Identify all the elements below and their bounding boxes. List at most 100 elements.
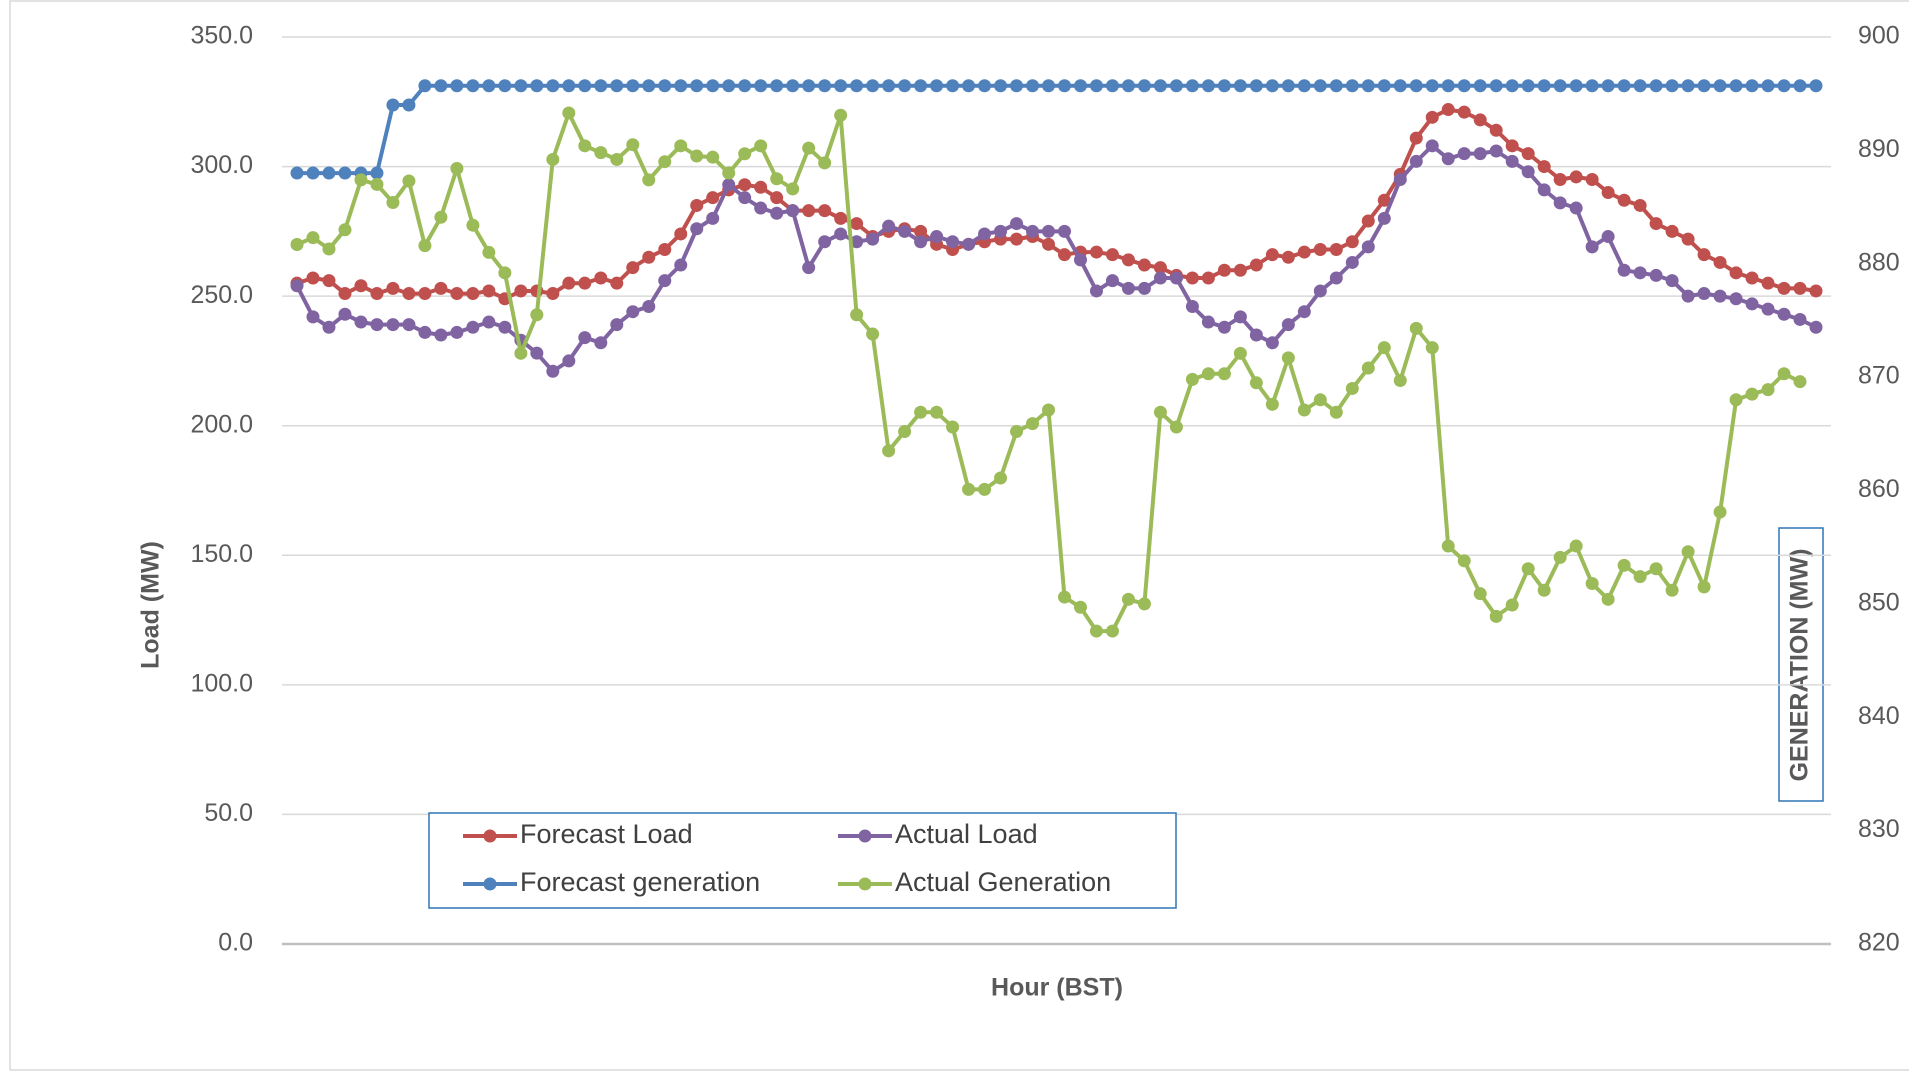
data-point [1633, 266, 1647, 280]
data-point [1026, 224, 1040, 238]
data-point [1185, 300, 1199, 314]
data-point [738, 178, 752, 192]
data-point [946, 235, 960, 249]
data-point [786, 204, 800, 218]
data-point [1713, 255, 1727, 269]
data-point [658, 274, 672, 288]
data-point [1393, 173, 1407, 187]
data-point [1010, 217, 1024, 231]
data-point [770, 206, 784, 220]
data-point [402, 318, 416, 332]
data-point [1585, 240, 1599, 254]
data-point [690, 198, 704, 212]
data-point [1569, 201, 1583, 215]
data-point [434, 328, 448, 342]
data-point [1121, 281, 1135, 295]
data-point [1201, 367, 1215, 381]
data-point [1169, 79, 1183, 93]
legend-label: Actual Load [895, 819, 1038, 849]
data-point [914, 224, 928, 238]
data-point [1185, 271, 1199, 285]
data-point [546, 152, 560, 166]
legend-marker [858, 829, 872, 843]
data-point [1073, 79, 1087, 93]
y2-tick-label: 830 [1858, 815, 1900, 843]
data-point [610, 152, 624, 166]
data-point [1745, 271, 1759, 285]
data-point [1777, 367, 1791, 381]
data-point [898, 79, 912, 93]
data-point [1441, 152, 1455, 166]
data-point [706, 150, 720, 164]
data-point [866, 232, 880, 246]
data-point [642, 250, 656, 264]
data-point [338, 307, 352, 321]
data-point [1441, 539, 1455, 553]
data-point [818, 235, 832, 249]
data-point [610, 79, 624, 93]
data-point [1121, 592, 1135, 606]
data-point [786, 79, 800, 93]
data-point [1521, 562, 1535, 576]
data-point [1441, 79, 1455, 93]
y2-tick-label: 860 [1858, 475, 1900, 503]
data-point [338, 223, 352, 237]
series-line [297, 83, 1816, 176]
data-point [1457, 147, 1471, 161]
data-point [962, 482, 976, 496]
data-point [658, 79, 672, 93]
data-point [1089, 284, 1103, 298]
data-point [1473, 587, 1487, 601]
data-point [802, 261, 816, 275]
data-point [1153, 271, 1167, 285]
data-point [1569, 539, 1583, 553]
y-tick-label: 150.0 [190, 540, 253, 568]
data-point [674, 258, 688, 272]
data-point [1457, 554, 1471, 568]
data-point [450, 325, 464, 339]
data-point [882, 219, 896, 233]
data-point [530, 308, 544, 322]
data-point [610, 276, 624, 290]
x-axis-title: Hour (BST) [991, 974, 1123, 1002]
data-point [706, 191, 720, 205]
data-point [418, 239, 432, 253]
data-point [802, 141, 816, 155]
data-point [1681, 232, 1695, 246]
legend-marker [858, 877, 872, 891]
data-point [1649, 562, 1663, 576]
data-point [898, 425, 912, 439]
data-point [386, 98, 400, 112]
data-point [1233, 310, 1247, 324]
data-point [1169, 420, 1183, 434]
data-point [690, 222, 704, 236]
data-point [1153, 405, 1167, 419]
data-point [354, 315, 368, 329]
data-point [1569, 79, 1583, 93]
data-point [1217, 263, 1231, 277]
data-point [1681, 289, 1695, 303]
y-tick-label: 0.0 [218, 929, 253, 957]
data-point [834, 79, 848, 93]
data-point [1010, 79, 1024, 93]
data-point [1761, 383, 1775, 397]
data-point [1777, 281, 1791, 295]
data-point [674, 227, 688, 241]
data-point [1537, 583, 1551, 597]
data-point [466, 218, 480, 232]
data-point [450, 287, 464, 301]
data-point [1089, 624, 1103, 638]
data-point [1633, 79, 1647, 93]
data-point [1457, 105, 1471, 119]
data-point [1697, 248, 1711, 262]
data-point [1617, 193, 1631, 207]
data-point [306, 231, 320, 245]
data-point [722, 79, 736, 93]
data-point [1026, 79, 1040, 93]
data-point [1281, 351, 1295, 365]
data-point [306, 271, 320, 285]
data-point [1425, 110, 1439, 124]
data-point [1729, 79, 1743, 93]
data-point [1217, 79, 1231, 93]
data-point [1777, 79, 1791, 93]
